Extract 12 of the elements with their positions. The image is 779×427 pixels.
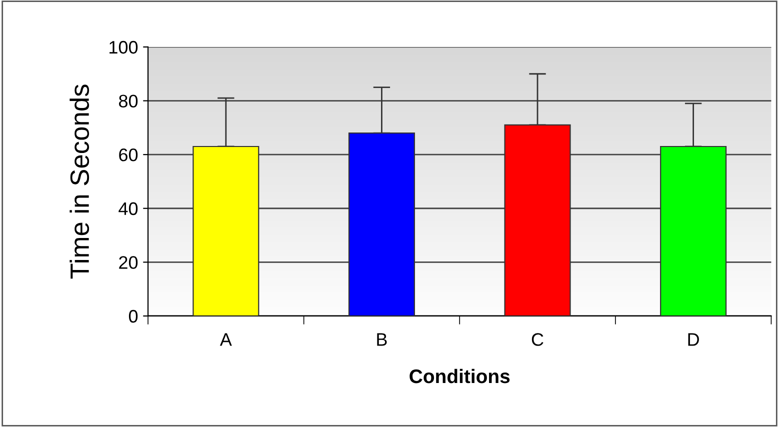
x-axis-title: Conditions: [410, 368, 510, 384]
y-tick-label: 60: [119, 148, 138, 162]
y-tick-label: 40: [118, 202, 138, 216]
x-tick-label: D: [688, 333, 699, 346]
y-tick-label: 100: [110, 40, 138, 54]
x-tick-label: A: [220, 333, 232, 346]
y-axis-title: Time in Seconds: [70, 84, 90, 279]
y-tick-label: 20: [119, 256, 138, 269]
y-tick-label: 80: [118, 94, 138, 108]
x-tick-label: C: [532, 333, 544, 346]
x-tick-label: B: [377, 333, 387, 346]
y-tick-label: 0: [128, 310, 138, 323]
